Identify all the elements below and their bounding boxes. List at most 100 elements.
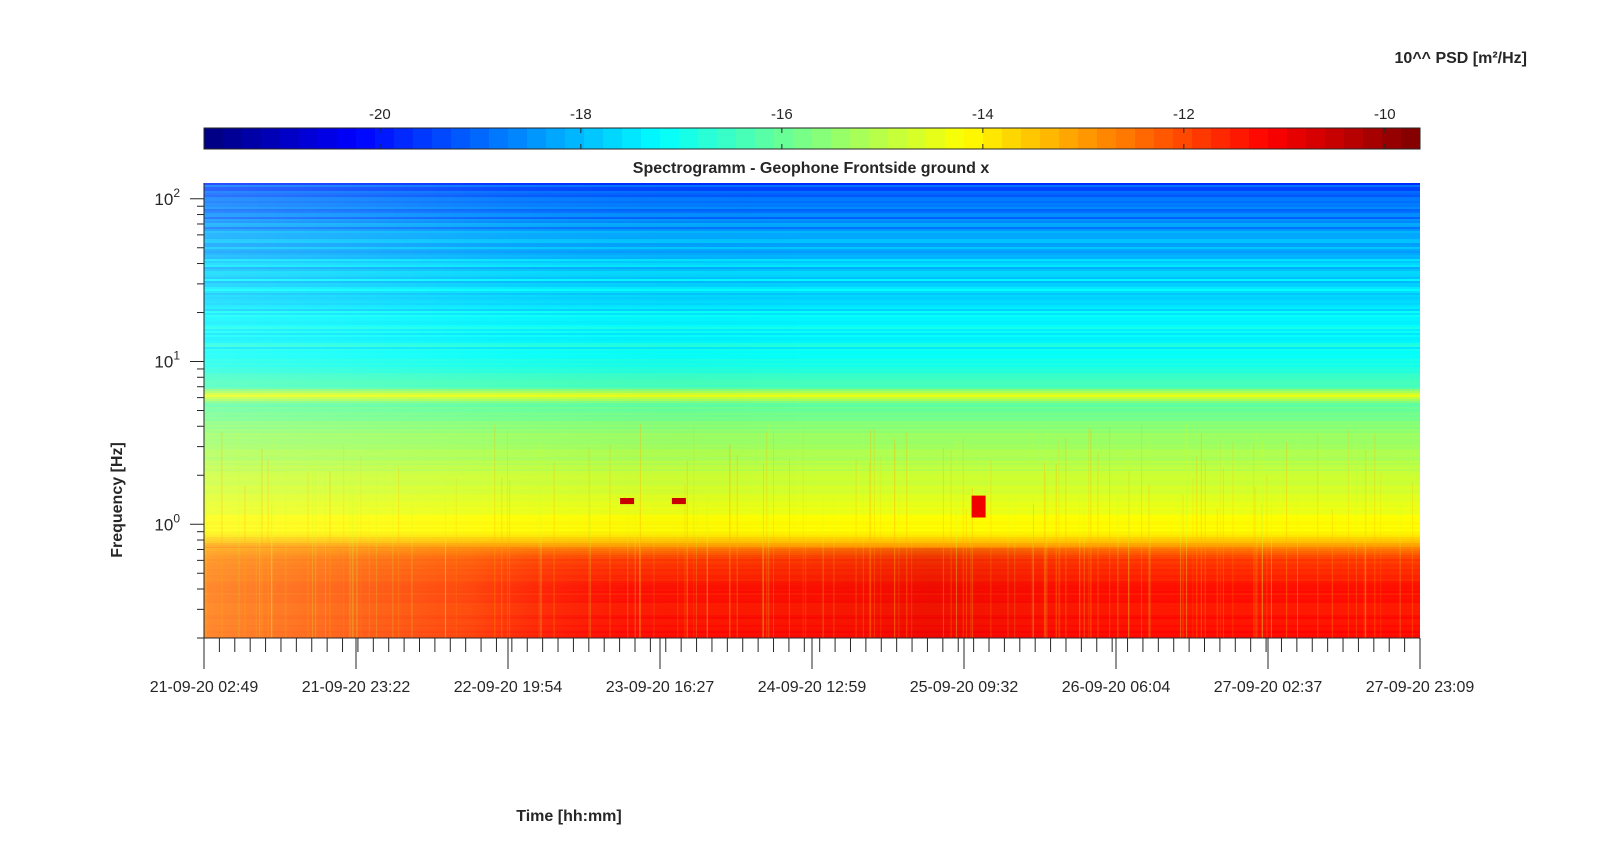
colorbar-band (660, 128, 680, 149)
heatmap-streak (729, 445, 731, 638)
heatmap-streak (1365, 502, 1366, 638)
colorbar-band (375, 128, 395, 149)
heatmap-streak (855, 458, 857, 638)
colorbar-band (983, 128, 1003, 149)
colorbar-band (698, 128, 718, 149)
heatmap-streak (1045, 445, 1047, 638)
colorbar-band (1059, 128, 1079, 149)
heatmap-streak (693, 427, 695, 638)
colorbar-band (1002, 128, 1022, 149)
colorbar-band (1268, 128, 1288, 149)
heatmap-streak (1117, 491, 1119, 638)
colorbar-band (1211, 128, 1231, 149)
colorbar: -20 -18 -16 -14 -12 -10 (203, 106, 1421, 150)
heatmap-streak (894, 443, 896, 638)
colorbar-band (1154, 128, 1174, 149)
colorbar-band (1173, 128, 1193, 149)
heatmap-streak (1043, 461, 1045, 638)
heatmap-streak (1411, 482, 1413, 638)
heatmap-streak (762, 471, 764, 638)
heatmap-streak (868, 462, 870, 638)
heatmap-streak (1363, 499, 1365, 638)
heatmap-event (620, 498, 635, 505)
colorbar-band (318, 128, 338, 149)
heatmap-streak (360, 455, 362, 638)
heatmap-streak (1200, 433, 1202, 638)
heatmap-streak (1182, 494, 1184, 638)
heatmap-streak (1216, 507, 1218, 638)
colorbar-bands (204, 128, 1421, 149)
heatmap-streak (1270, 493, 1272, 638)
heatmap-streak (706, 496, 708, 638)
heatmap-streak (368, 493, 370, 638)
heatmap-streak (356, 502, 358, 638)
y-axis-label: Frequency [Hz] (109, 442, 126, 558)
heatmap-streak (1033, 503, 1034, 638)
heatmap-streak (773, 433, 774, 638)
heatmap-streak (376, 469, 378, 638)
x-tick-label: 24-09-20 12:59 (758, 679, 867, 696)
heatmap-streak (1331, 509, 1333, 638)
colorbar-band (432, 128, 452, 149)
heatmap-streak (634, 467, 636, 638)
chart-title: Spectrogramm - Geophone Frontside ground… (633, 160, 990, 177)
heatmap-streak (942, 448, 944, 638)
heatmap-streak (1380, 472, 1382, 638)
colorbar-band (451, 128, 471, 149)
heatmap-streak (1355, 439, 1357, 638)
x-tick-label: 26-09-20 06:04 (1062, 679, 1171, 696)
colorbar-band (584, 128, 604, 149)
colorbar-band (337, 128, 357, 149)
heatmap-streak (1222, 468, 1224, 638)
heatmap-streak (1090, 428, 1092, 638)
heatmap-streak (1128, 471, 1130, 638)
heatmap-streak (1014, 480, 1016, 638)
colorbar-band (888, 128, 908, 149)
heatmap-streak (1079, 488, 1081, 638)
heatmap-streak (1149, 435, 1151, 638)
colorbar-band (489, 128, 509, 149)
x-tick-label: 23-09-20 16:27 (606, 679, 715, 696)
colorbar-band (1097, 128, 1117, 149)
heatmap-streak (538, 441, 540, 638)
heatmap-streak (609, 444, 611, 638)
colorbar-band (793, 128, 813, 149)
heatmap-events (620, 495, 986, 518)
colorbar-band (527, 128, 547, 149)
heatmap-streak (455, 478, 457, 638)
heatmap-streak (1083, 450, 1085, 638)
heatmap-streak (1232, 441, 1234, 638)
colorbar-band (1249, 128, 1269, 149)
heatmap-streak (1065, 437, 1067, 638)
colorbar-band (1344, 128, 1364, 149)
heatmap-streak (1007, 495, 1009, 638)
colorbar-band (299, 128, 319, 149)
colorbar-band (508, 128, 528, 149)
heatmap-streak (788, 458, 790, 638)
heatmap-streak (343, 445, 345, 638)
colorbar-ticks: -20 -18 -16 -14 -12 -10 (369, 106, 1396, 149)
colorbar-band (223, 128, 243, 149)
heatmap-streak (329, 471, 331, 638)
colorbar-band (831, 128, 851, 149)
heatmap-streak (695, 444, 697, 638)
heatmap-streak (506, 430, 508, 638)
colorbar-band (1021, 128, 1041, 149)
heatmap-streak (1055, 463, 1057, 638)
colorbar-band (1287, 128, 1307, 149)
heatmap-streak (1180, 486, 1182, 638)
colorbar-band (280, 128, 300, 149)
heatmap-streak (768, 423, 770, 638)
x-tick-label: 21-09-20 23:22 (302, 679, 411, 696)
colorbar-tick-label: -18 (570, 106, 592, 123)
y-axis: 100 101 102 (154, 183, 205, 639)
heatmap-streak (1088, 427, 1090, 638)
x-tick-label: 22-09-20 19:54 (454, 679, 563, 696)
heatmap-streak (1186, 424, 1188, 638)
heatmap-streak (970, 448, 972, 638)
heatmap-streak (1141, 424, 1143, 638)
heatmap-streak (911, 425, 913, 638)
heatmap-streak (965, 508, 967, 638)
heatmap-streak (509, 480, 511, 638)
colorbar-band (356, 128, 376, 149)
